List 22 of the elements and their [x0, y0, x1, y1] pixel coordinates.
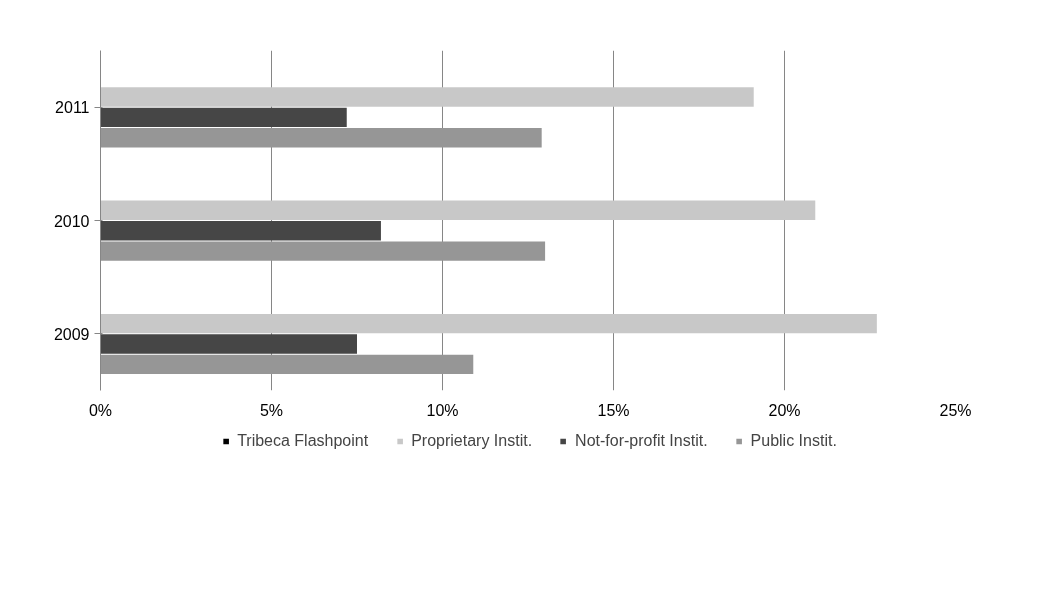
- legend-label: Public Instit.: [750, 432, 837, 450]
- y-tick-label: 2011: [55, 99, 90, 117]
- bar: [100, 200, 816, 220]
- x-tick-label: 10%: [426, 401, 459, 419]
- legend-label: Tribeca Flashpoint: [237, 432, 369, 450]
- bar: [100, 107, 347, 128]
- x-tick-label: 5%: [259, 401, 284, 419]
- y-tick-label: 2010: [53, 212, 90, 230]
- legend-label: Not-for-profit Instit.: [575, 432, 708, 450]
- y-tick-label: 2009: [53, 325, 90, 343]
- x-tick-label: 20%: [768, 401, 801, 419]
- bar: [100, 334, 357, 354]
- bar: [100, 87, 754, 107]
- bar: [100, 221, 381, 241]
- bar: [100, 128, 542, 148]
- x-tick-label: 0%: [88, 401, 113, 419]
- legend-label: Proprietary Instit.: [411, 432, 533, 450]
- x-tick-label: 15%: [597, 401, 630, 419]
- bar: [100, 241, 546, 261]
- bar: [100, 313, 877, 334]
- x-tick-label: 25%: [939, 401, 972, 419]
- bar: [100, 354, 474, 375]
